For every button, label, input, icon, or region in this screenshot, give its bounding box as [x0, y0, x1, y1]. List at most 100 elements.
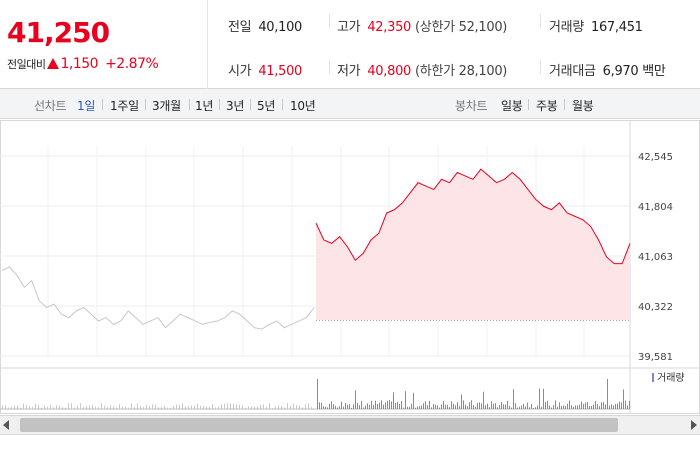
- volume-bar: [149, 405, 150, 409]
- volume-bar: [587, 402, 588, 409]
- y-tick-label: 42,545: [638, 152, 673, 163]
- volume-bar: [523, 403, 524, 409]
- volume-bar: [236, 404, 237, 409]
- volume-bar: [212, 404, 213, 409]
- volume-bar: [361, 400, 362, 409]
- scroll-left-icon[interactable]: [3, 420, 9, 430]
- volume-bar: [387, 400, 388, 409]
- scroll-thumb[interactable]: [20, 418, 618, 432]
- volume-bar: [257, 406, 258, 409]
- volume-bar: [401, 400, 402, 409]
- tab-10y[interactable]: 10년: [290, 99, 316, 113]
- tab-1y[interactable]: 1년: [195, 99, 214, 113]
- stat-open: 시가 41,500: [228, 60, 302, 79]
- volume-bar: [345, 403, 346, 409]
- volume-bar: [107, 406, 108, 409]
- divider: [540, 60, 541, 74]
- volume-bar: [152, 404, 153, 409]
- tab-1w[interactable]: 1주일: [110, 99, 139, 113]
- upper-limit-text: (상한가 52,100): [415, 20, 508, 35]
- volume-bar: [272, 407, 273, 409]
- tab-weekly-candle[interactable]: 주봉: [536, 99, 558, 113]
- volume-bar: [83, 407, 84, 409]
- divider: [189, 99, 190, 110]
- volume-bar: [140, 405, 141, 409]
- divider: [102, 99, 103, 110]
- volume-bar: [179, 404, 180, 409]
- volume-bar: [549, 405, 550, 409]
- volume-bar: [589, 405, 590, 409]
- volume-bar: [110, 405, 111, 409]
- volume-bar: [363, 407, 364, 409]
- tab-monthly-candle[interactable]: 월봉: [572, 99, 594, 113]
- volume-bar: [405, 391, 406, 409]
- volume-bar: [545, 401, 546, 409]
- volume-bar: [266, 406, 267, 409]
- volume-bar: [415, 407, 416, 409]
- tab-3y[interactable]: 3년: [226, 99, 245, 113]
- volume-bar: [155, 404, 156, 409]
- stat-volume: 거래량 167,451: [549, 16, 643, 35]
- volume-bar: [453, 403, 454, 409]
- volume-bar: [44, 405, 45, 409]
- volume-bar: [349, 404, 350, 409]
- volume-bar: [601, 402, 602, 409]
- volume-bar: [487, 403, 488, 409]
- volume-bar: [185, 406, 186, 409]
- volume-bar: [569, 400, 570, 409]
- volume-bar: [477, 403, 478, 409]
- stat-value: 42,350: [367, 20, 412, 35]
- tab-1d[interactable]: 1일: [77, 99, 96, 113]
- volume-bar: [491, 401, 492, 409]
- volume-bar: [290, 405, 291, 409]
- volume-bar: [529, 407, 530, 409]
- volume-bar: [227, 403, 228, 409]
- volume-bar: [509, 406, 510, 409]
- volume-bar: [579, 404, 580, 409]
- volume-bar: [74, 407, 75, 409]
- volume-bar: [381, 400, 382, 409]
- volume-bar: [457, 402, 458, 409]
- change-label: 전일대비: [7, 58, 46, 71]
- volume-bar: [333, 404, 334, 409]
- chart-scrollbar[interactable]: [0, 415, 700, 435]
- volume-bar: [493, 403, 494, 409]
- candle-chart-group-label: 봉차트: [455, 99, 488, 113]
- volume-bar: [577, 405, 578, 409]
- volume-bar: [499, 404, 500, 409]
- volume-bar: [383, 404, 384, 409]
- volume-bar: [327, 407, 328, 409]
- scroll-right-icon[interactable]: [691, 420, 697, 430]
- tab-5y[interactable]: 5년: [257, 99, 276, 113]
- volume-bar: [413, 392, 414, 409]
- volume-bar: [461, 394, 462, 409]
- volume-bar: [337, 407, 338, 409]
- volume-bar: [417, 406, 418, 409]
- volume-bar: [17, 405, 18, 409]
- volume-bar: [167, 407, 168, 409]
- volume-bar: [284, 407, 285, 409]
- divider: [564, 99, 565, 110]
- lower-limit-text: (하한가 28,100): [415, 64, 508, 79]
- volume-bar: [134, 406, 135, 409]
- price-summary-panel: 41,250 전일대비 1,150 +2.87% 전일 40,100 고가 42,350…: [0, 0, 700, 89]
- volume-bar: [421, 405, 422, 409]
- tab-daily-candle[interactable]: 일봉: [501, 99, 523, 113]
- volume-bar: [137, 403, 138, 409]
- volume-bar: [607, 379, 608, 409]
- volume-bar: [627, 405, 628, 409]
- volume-bar: [41, 407, 42, 409]
- volume-bar: [203, 405, 204, 409]
- volume-bar: [365, 405, 366, 409]
- volume-bar: [321, 402, 322, 409]
- tab-3m[interactable]: 3개월: [152, 99, 181, 113]
- volume-bar: [173, 405, 174, 409]
- volume-bar: [541, 406, 542, 409]
- volume-bar: [505, 404, 506, 409]
- volume-bar: [611, 404, 612, 409]
- volume-bar: [80, 403, 81, 409]
- volume-bar: [613, 405, 614, 409]
- volume-bar: [467, 406, 468, 409]
- stat-value: 41,500: [258, 64, 303, 79]
- volume-bar: [623, 389, 624, 409]
